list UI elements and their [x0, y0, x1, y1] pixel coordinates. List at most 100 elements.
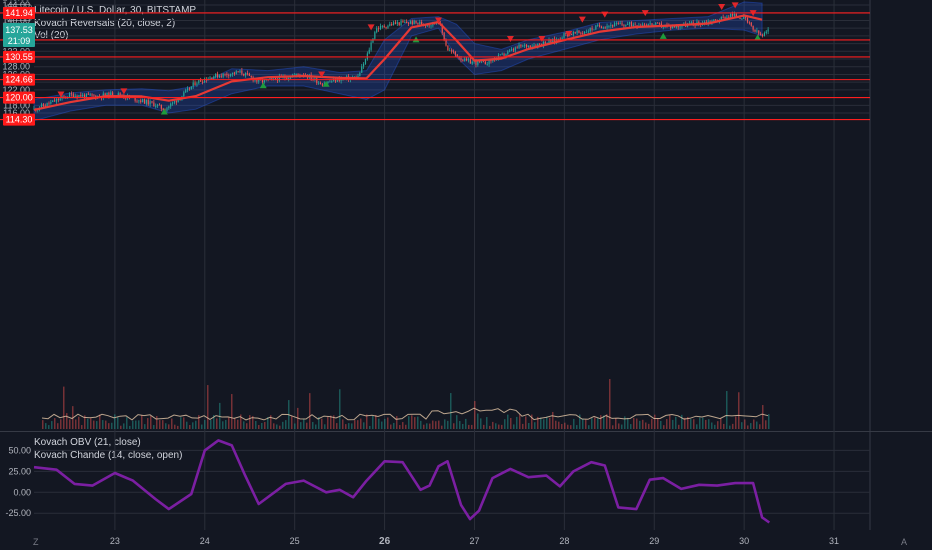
candle-body	[726, 16, 728, 20]
volume-bar	[606, 414, 608, 429]
reversal-marker-up	[259, 82, 267, 89]
candle-body	[89, 94, 91, 96]
candle-body	[224, 73, 226, 75]
volume-bar	[234, 417, 236, 429]
candle-body	[516, 47, 518, 49]
volume-bar	[663, 425, 665, 429]
candle-body	[55, 99, 58, 102]
volume-bar	[708, 419, 710, 429]
candle-body	[615, 23, 618, 24]
candle-body	[576, 30, 578, 33]
volume-bar	[594, 417, 596, 429]
candle-body	[110, 92, 112, 97]
y-tick-label: 140.00	[2, 15, 30, 25]
kovach-reversals-midline	[33, 14, 763, 111]
volume-bar	[615, 418, 617, 429]
volume-bar	[144, 424, 146, 429]
reversal-marker-up	[322, 80, 330, 87]
candle-body	[372, 38, 374, 43]
chande-tick-label: -25.00	[5, 508, 31, 518]
kovach-chande-line	[33, 439, 771, 524]
candle-body	[171, 102, 174, 104]
candle-body	[539, 43, 541, 45]
candle-body	[503, 53, 505, 56]
candle-body	[469, 59, 471, 64]
volume-bar	[609, 379, 611, 429]
volume-bar	[696, 424, 698, 429]
volume-bar	[612, 425, 614, 429]
candle-body	[593, 29, 595, 31]
candle-body	[430, 25, 432, 27]
candle-body	[512, 49, 515, 51]
volume-bar	[84, 415, 86, 429]
candle-body	[329, 81, 331, 83]
candle-body	[589, 28, 591, 32]
kovach-reversals-legend[interactable]: Kovach Reversals (20, close, 2)	[34, 18, 176, 29]
volume-bar	[222, 421, 224, 429]
candle-body	[243, 73, 245, 76]
candle-body	[361, 66, 363, 73]
volume-bar	[75, 419, 77, 429]
volume-bar	[60, 419, 62, 429]
volume-bar	[495, 423, 497, 429]
candle-body	[54, 100, 56, 102]
volume-bar	[300, 422, 302, 429]
volume-bar	[462, 423, 464, 429]
volume-bar	[759, 424, 761, 429]
candle-body	[591, 28, 593, 30]
volume-bar	[243, 421, 245, 429]
candle-body	[215, 73, 217, 77]
candle-body	[748, 22, 750, 24]
volume-bar	[165, 423, 167, 429]
volume-bar	[135, 420, 137, 429]
volume-bar	[315, 424, 317, 429]
volume-bar	[45, 423, 47, 429]
volume-bar	[702, 417, 704, 429]
auto-scale-button[interactable]: A	[901, 537, 908, 547]
volume-bar	[252, 416, 254, 429]
reversal-marker-down	[731, 2, 739, 9]
timezone-button[interactable]: Z	[33, 537, 39, 547]
candle-body	[484, 61, 486, 65]
candle-body	[48, 102, 50, 104]
candle-body	[557, 38, 559, 40]
candle-body	[383, 25, 385, 28]
volume-bar	[381, 421, 383, 429]
candle-body	[761, 34, 764, 36]
kovach-chande-legend[interactable]: Kovach Chande (14, close, open)	[34, 450, 183, 461]
volume-bar	[111, 422, 113, 429]
y-tick-label: 122.00	[2, 85, 30, 95]
candle-body	[760, 33, 762, 35]
volume-bar	[627, 417, 629, 429]
volume-bar	[180, 417, 182, 429]
volume-bar	[225, 419, 227, 429]
level-label: 114.30	[6, 115, 33, 125]
volume-bar	[183, 417, 185, 429]
candle-body	[44, 105, 46, 107]
candle-body	[754, 29, 756, 32]
candle-body	[231, 72, 234, 75]
level-label-badge	[3, 73, 35, 86]
candle-body	[104, 93, 106, 96]
volume-bar	[375, 415, 377, 429]
volume-bar	[153, 425, 155, 429]
candle-body	[318, 82, 320, 84]
candle-body	[613, 23, 616, 27]
volume-bar	[138, 420, 140, 429]
volume-bar	[201, 424, 203, 429]
candle-body	[68, 93, 71, 98]
candle-body	[398, 22, 400, 26]
candle-body	[117, 93, 119, 96]
x-tick-label: 27	[469, 536, 479, 546]
candle-body	[623, 24, 625, 26]
volume-bar	[120, 425, 122, 429]
volume-bar	[519, 414, 521, 429]
kovach-obv-legend[interactable]: Kovach OBV (21, close)	[34, 437, 141, 448]
volume-bar	[96, 421, 98, 429]
candle-body	[619, 23, 621, 25]
volume-bar	[711, 422, 713, 429]
candle-body	[741, 18, 743, 20]
candle-body	[681, 25, 683, 27]
volume-bar	[372, 415, 374, 429]
